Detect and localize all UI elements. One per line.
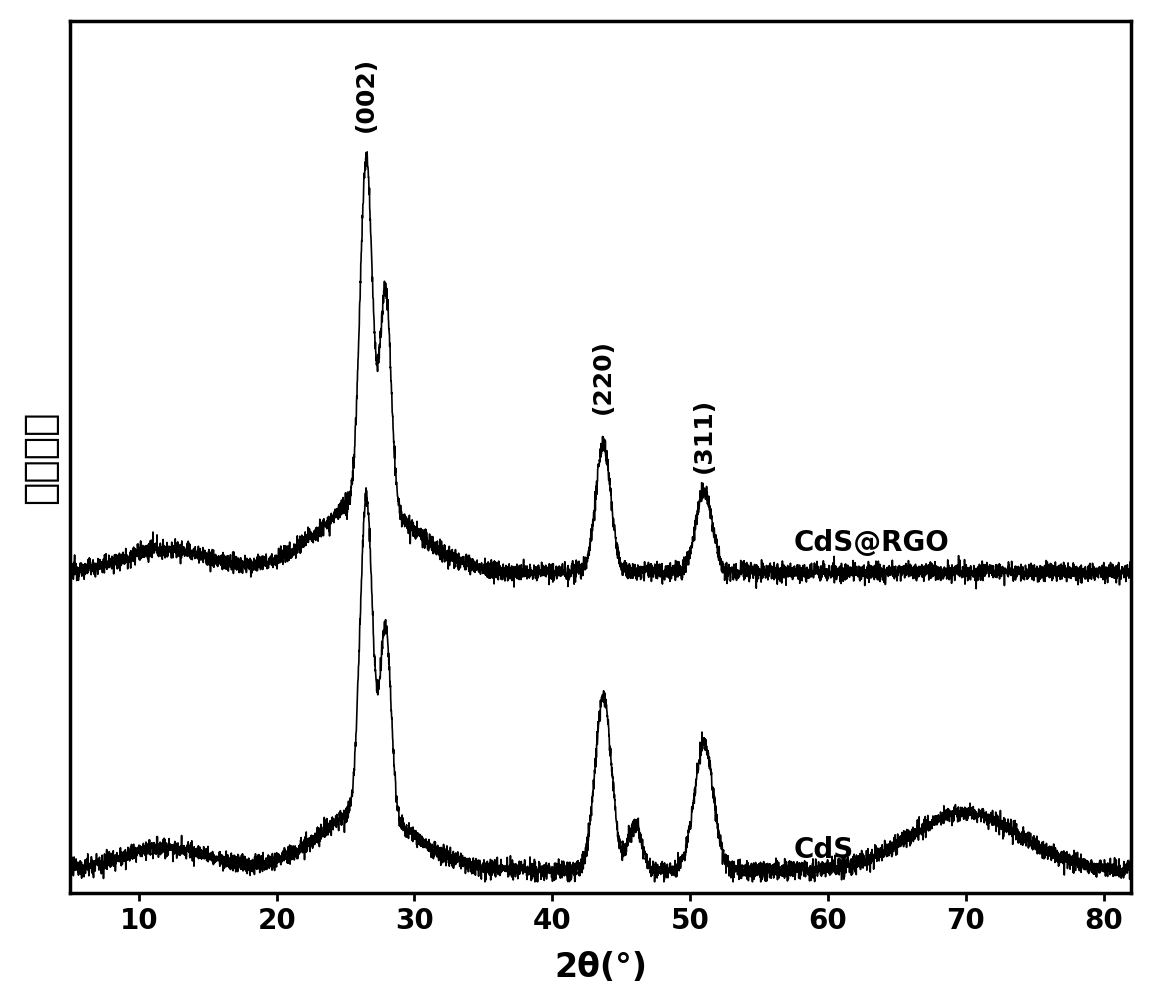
Text: (311): (311) xyxy=(692,397,715,472)
Text: CdS@RGO: CdS@RGO xyxy=(794,530,949,557)
X-axis label: 2θ(°): 2θ(°) xyxy=(554,951,647,984)
Y-axis label: 相对强度: 相对强度 xyxy=(21,410,59,504)
Text: (220): (220) xyxy=(591,339,615,414)
Text: (002): (002) xyxy=(355,57,378,132)
Text: CdS: CdS xyxy=(794,836,854,864)
